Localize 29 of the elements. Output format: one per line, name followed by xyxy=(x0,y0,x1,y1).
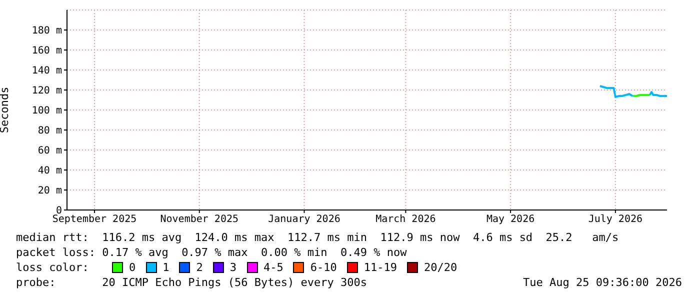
x-tick-label: March 2026 xyxy=(376,214,436,226)
text: probe: 20 ICMP Echo Pings (56 Bytes) every 300s xyxy=(16,275,367,290)
legend-label: 3 xyxy=(228,260,236,275)
legend-label: 0 xyxy=(128,260,136,275)
x-tick-label: November 2025 xyxy=(160,214,239,226)
text: Tue Aug 25 09:36:00 2026 xyxy=(523,275,682,290)
legend-label: 20/20 xyxy=(423,260,458,275)
y-tick-label: 60 m xyxy=(38,146,62,157)
text: median rtt: 116.2 ms avg 124.0 ms max 112.7 ms min 112.9 ms now 4.6 ms sd 25.2 am/s xyxy=(16,230,620,245)
y-tick-label: 120 m xyxy=(32,86,62,97)
legend-label: 11-19 xyxy=(362,260,397,275)
x-tick-label: January 2026 xyxy=(268,214,340,226)
y-tick-label: 20 m xyxy=(38,186,62,197)
legend-label: 2 xyxy=(195,260,203,275)
legend-label: 4-5 xyxy=(262,260,284,275)
x-tick-label: July 2026 xyxy=(588,214,643,226)
y-axis-title: Seconds xyxy=(0,86,11,134)
y-tick-label: 140 m xyxy=(32,66,62,77)
y-tick-label: 160 m xyxy=(32,46,62,57)
legend-label: 1 xyxy=(162,260,170,275)
x-tick-label: September 2025 xyxy=(52,214,137,226)
y-tick-label: 80 m xyxy=(38,126,62,137)
y-tick-label: 100 m xyxy=(32,106,62,117)
y-tick-label: 40 m xyxy=(38,166,62,177)
y-tick-label: 180 m xyxy=(32,26,62,37)
x-tick-label: May 2026 xyxy=(486,214,535,226)
text: packet loss: 0.17 % avg 0.97 % max 0.00 % min 0.49 % now xyxy=(16,245,408,260)
legend-label: 6-10 xyxy=(309,260,337,275)
legend-title: loss color: xyxy=(16,260,90,275)
